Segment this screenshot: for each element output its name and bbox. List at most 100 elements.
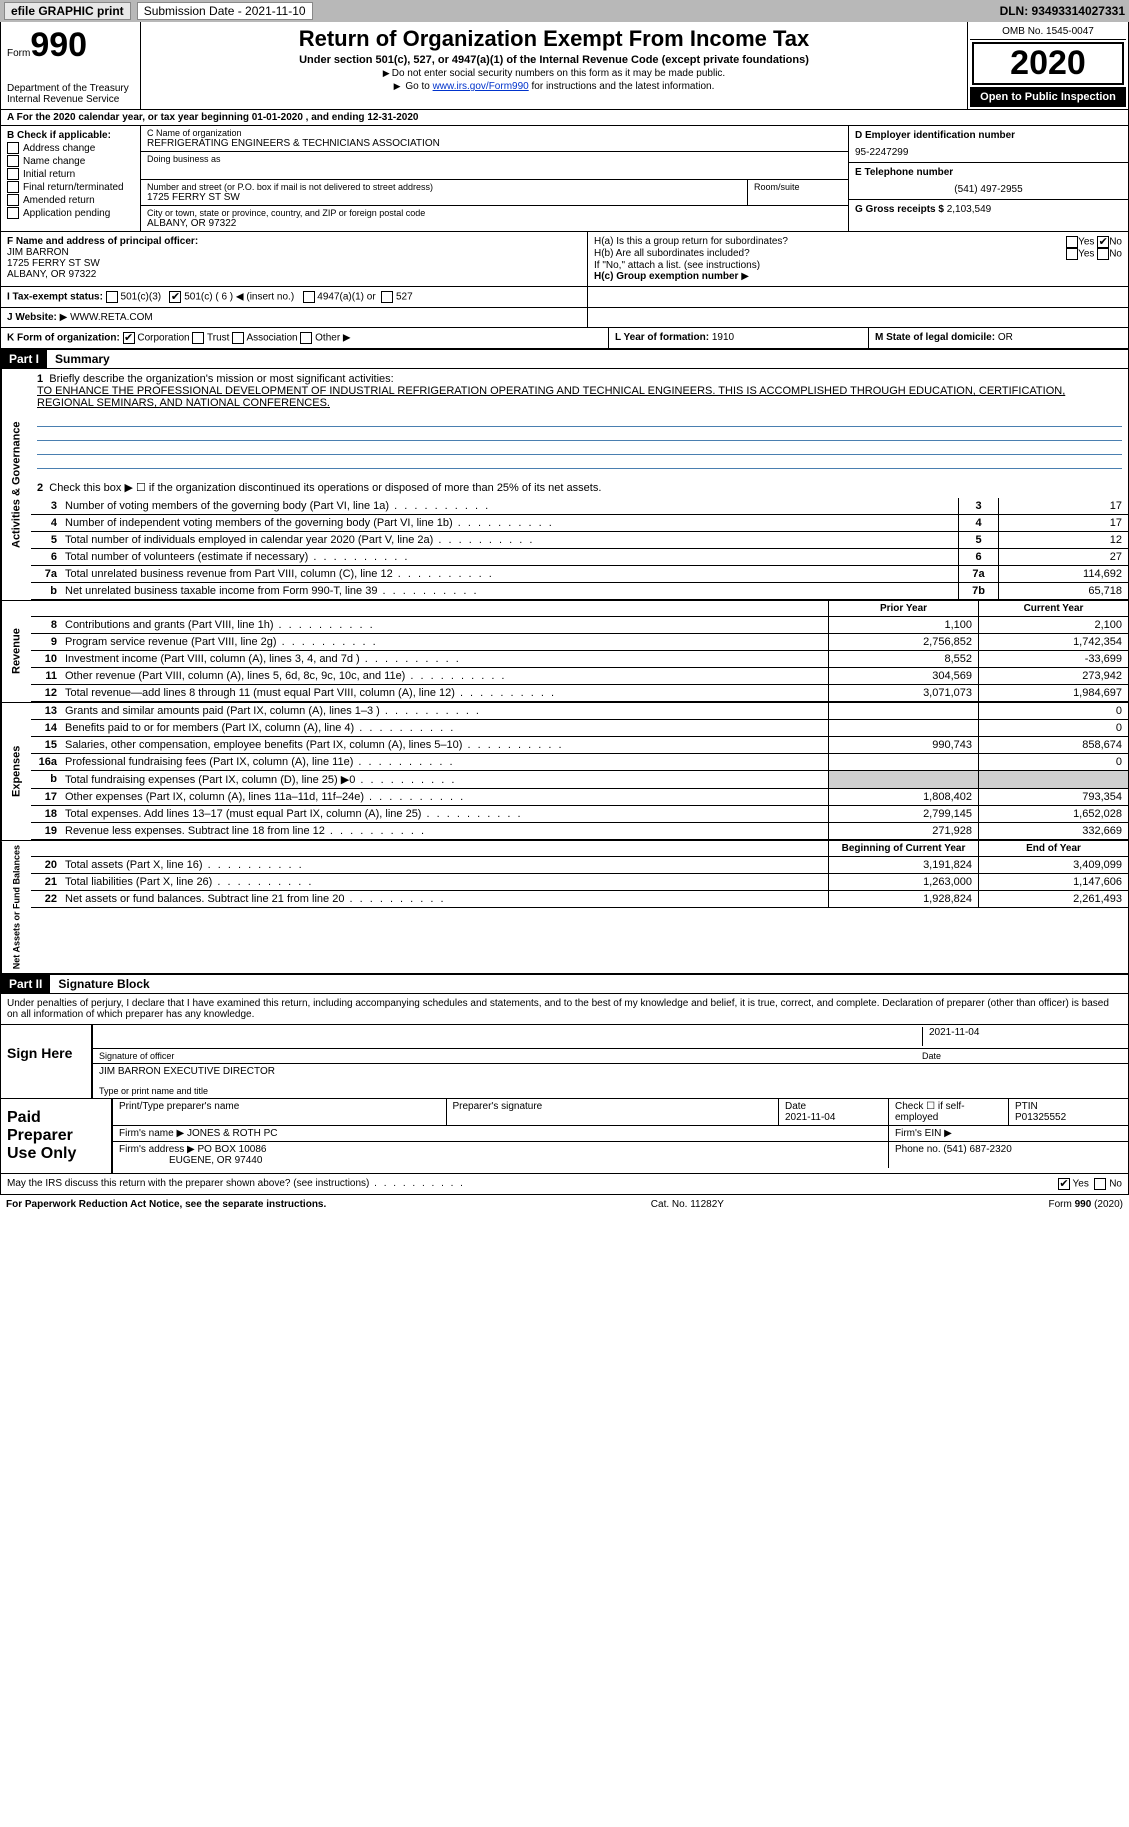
addr-row: Number and street (or P.O. box if mail i… [141, 180, 848, 206]
omb-number: OMB No. 1545-0047 [970, 24, 1126, 40]
sig-officer-label: Signature of officer [99, 1051, 922, 1061]
part1-badge: Part I [1, 350, 47, 368]
line-box: 6 [958, 549, 998, 565]
current-year-val: 858,674 [978, 737, 1128, 753]
ha-yes[interactable] [1066, 236, 1078, 248]
sign-right: 2021-11-04 Signature of officer Date JIM… [91, 1025, 1128, 1098]
sig-row-labels-2: Type or print name and title [93, 1084, 1128, 1098]
col-current-year: Current Year [978, 601, 1128, 616]
section-m: M State of legal domicile: OR [868, 328, 1128, 348]
firm-phone: Phone no. (541) 687-2320 [888, 1142, 1128, 1168]
gov-line: 6 Total number of volunteers (estimate i… [31, 549, 1128, 566]
goto-pre: Go to [405, 81, 432, 92]
cb-name-change[interactable]: Name change [7, 155, 134, 167]
current-year-val: 793,354 [978, 789, 1128, 805]
vlabel-na: Net Assets or Fund Balances [1, 841, 31, 973]
gov-line: b Net unrelated business taxable income … [31, 583, 1128, 600]
i-501c3[interactable] [106, 291, 118, 303]
sig-row-1: 2021-11-04 [93, 1025, 1128, 1049]
form-ref: Form 990 (2020) [1049, 1199, 1123, 1210]
hb-no[interactable] [1097, 248, 1109, 260]
irs-link[interactable]: www.irs.gov/Form990 [433, 81, 529, 92]
i-4947[interactable] [303, 291, 315, 303]
row-j: J Website: ▶ WWW.RETA.COM [0, 308, 1129, 328]
ha-no[interactable] [1097, 236, 1109, 248]
sig-date: 2021-11-04 [922, 1027, 1122, 1046]
na-body: Beginning of Current Year End of Year 20… [31, 841, 1128, 973]
arrow-icon [394, 81, 403, 92]
col-end-year: End of Year [978, 841, 1128, 856]
exp-body: 13 Grants and similar amounts paid (Part… [31, 703, 1128, 840]
section-activities-governance: Activities & Governance 1 Briefly descri… [0, 369, 1129, 601]
prep-h5: PTINP01325552 [1008, 1099, 1128, 1125]
cb-final-return[interactable]: Final return/terminated [7, 181, 134, 193]
end-year-val: 3,409,099 [978, 857, 1128, 873]
addr-value: 1725 FERRY ST SW [147, 192, 741, 203]
section-g: G Gross receipts $ 2,103,549 [849, 200, 1128, 219]
current-year-val: 273,942 [978, 668, 1128, 684]
hb-yes[interactable] [1066, 248, 1078, 260]
k-corp[interactable] [123, 332, 135, 344]
note-ssn: Do not enter social security numbers on … [147, 68, 961, 79]
goto-post: for instructions and the latest informat… [529, 81, 715, 92]
current-year-val: 0 [978, 720, 1128, 736]
form-number: Form990 [7, 26, 134, 65]
dept-treasury: Department of the Treasury [7, 83, 134, 94]
col-prior-year: Prior Year [828, 601, 978, 616]
discuss-no[interactable] [1094, 1178, 1106, 1190]
line-num: 22 [31, 891, 61, 907]
cb-app-pending[interactable]: Application pending [7, 207, 134, 219]
k-assoc[interactable] [232, 332, 244, 344]
gov-line: 3 Number of voting members of the govern… [31, 498, 1128, 515]
sign-here-section: Sign Here 2021-11-04 Signature of office… [0, 1024, 1129, 1099]
exp-line: 15 Salaries, other compensation, employe… [31, 737, 1128, 754]
line-desc: Number of voting members of the governin… [61, 498, 958, 514]
line2-label: Check this box ▶ ☐ if the organization d… [49, 482, 601, 494]
line-num: 15 [31, 737, 61, 753]
blueline [37, 441, 1122, 455]
line-num: 17 [31, 789, 61, 805]
cb-initial-return[interactable]: Initial return [7, 168, 134, 180]
e-label: E Telephone number [855, 167, 953, 178]
rev-header: Prior Year Current Year [31, 601, 1128, 617]
sign-here-label: Sign Here [1, 1025, 91, 1098]
c-name-value: REFRIGERATING ENGINEERS & TECHNICIANS AS… [147, 138, 842, 149]
note-goto: Go to www.irs.gov/Form990 for instructio… [147, 81, 961, 92]
line-desc: Other revenue (Part VIII, column (A), li… [61, 668, 828, 684]
prior-year-val [828, 771, 978, 788]
line-num: 4 [31, 515, 61, 531]
current-year-val: 1,742,354 [978, 634, 1128, 650]
k-other[interactable] [300, 332, 312, 344]
submission-date: Submission Date - 2021-11-10 [137, 2, 313, 20]
discuss-yes[interactable] [1058, 1178, 1070, 1190]
part1-header: Part I Summary [0, 349, 1129, 369]
na-line: 21 Total liabilities (Part X, line 26) 1… [31, 874, 1128, 891]
prep-h4: Check ☐ if self-employed [888, 1099, 1008, 1125]
na-header: Beginning of Current Year End of Year [31, 841, 1128, 857]
officer-name: JIM BARRON EXECUTIVE DIRECTOR [99, 1066, 1122, 1082]
d-value: 95-2247299 [855, 147, 1122, 158]
efile-button[interactable]: efile GRAPHIC print [4, 2, 131, 20]
line-num: 13 [31, 703, 61, 719]
section-f: F Name and address of principal officer:… [1, 232, 588, 286]
line-desc: Total revenue—add lines 8 through 11 (mu… [61, 685, 828, 701]
i-527[interactable] [381, 291, 393, 303]
prep-h3: Date2021-11-04 [778, 1099, 888, 1125]
gov-line: 4 Number of independent voting members o… [31, 515, 1128, 532]
line1-label: Briefly describe the organization's miss… [49, 373, 393, 385]
cb-address-change[interactable]: Address change [7, 142, 134, 154]
section-j-right [588, 308, 1128, 327]
line-box: 7b [958, 583, 998, 599]
line-num: b [31, 771, 61, 788]
section-i-right [588, 287, 1128, 307]
page-footer: For Paperwork Reduction Act Notice, see … [0, 1195, 1129, 1214]
rev-line: 8 Contributions and grants (Part VIII, l… [31, 617, 1128, 634]
k-trust[interactable] [192, 332, 204, 344]
cb-amended[interactable]: Amended return [7, 194, 134, 206]
line-num: 6 [31, 549, 61, 565]
i-501c[interactable] [169, 291, 181, 303]
rev-line: 12 Total revenue—add lines 8 through 11 … [31, 685, 1128, 702]
cat-no: Cat. No. 11282Y [651, 1199, 724, 1210]
prior-year-val: 2,756,852 [828, 634, 978, 650]
current-year-val: 0 [978, 754, 1128, 770]
